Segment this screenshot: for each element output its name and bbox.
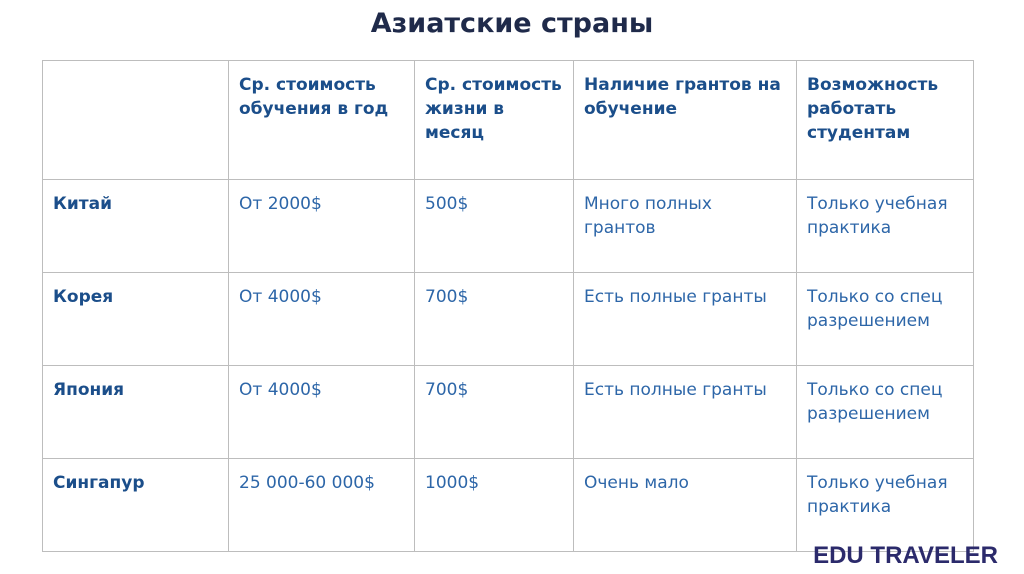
table-cell: 700$ (414, 272, 574, 366)
table-cell: 500$ (414, 179, 574, 273)
table-cell: Есть полные гранты (573, 365, 797, 459)
countries-table: Ср. стоимость обучения в год Ср. стоимос… (42, 60, 974, 552)
header-cell: Ср. стоимость жизни в месяц (414, 60, 574, 180)
header-cell (42, 60, 229, 180)
table-cell: От 2000$ (228, 179, 415, 273)
header-cell: Ср. стоимость обучения в год (228, 60, 415, 180)
table-cell: 25 000-60 000$ (228, 458, 415, 552)
table-row: Сингапур 25 000-60 000$ 1000$ Очень мало… (42, 458, 974, 552)
table-cell: От 4000$ (228, 365, 415, 459)
slide-title: Азиатские страны (370, 8, 654, 39)
table-cell: 700$ (414, 365, 574, 459)
table-cell: 1000$ (414, 458, 574, 552)
table-row: Корея От 4000$ 700$ Есть полные гранты Т… (42, 272, 974, 366)
country-cell: Китай (42, 179, 229, 273)
table-cell: Очень мало (573, 458, 797, 552)
table-cell: Много полных грантов (573, 179, 797, 273)
table-header-row: Ср. стоимость обучения в год Ср. стоимос… (42, 60, 974, 180)
table-cell: Только со спец разрешением (796, 272, 974, 366)
country-cell: Корея (42, 272, 229, 366)
table-cell: От 4000$ (228, 272, 415, 366)
edu-traveler-logo: EDU TRAVELER (813, 542, 998, 569)
header-cell: Возможность работать студентам (796, 60, 974, 180)
country-cell: Сингапур (42, 458, 229, 552)
header-cell: Наличие грантов на обучение (573, 60, 797, 180)
table-cell: Только учебная практика (796, 458, 974, 552)
country-cell: Япония (42, 365, 229, 459)
table-cell: Только со спец разрешением (796, 365, 974, 459)
table-cell: Есть полные гранты (573, 272, 797, 366)
table-row: Япония От 4000$ 700$ Есть полные гранты … (42, 365, 974, 459)
table-row: Китай От 2000$ 500$ Много полных грантов… (42, 179, 974, 273)
table-cell: Только учебная практика (796, 179, 974, 273)
